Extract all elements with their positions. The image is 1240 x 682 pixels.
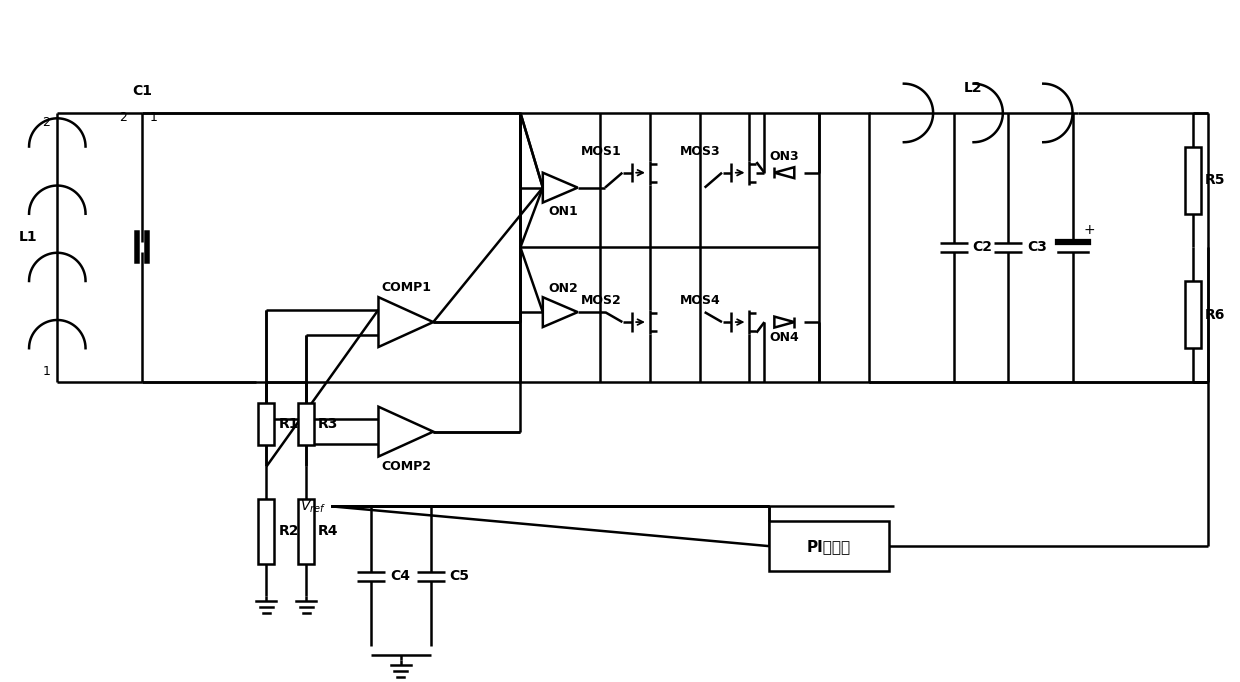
Bar xyxy=(1184,281,1200,349)
Bar xyxy=(299,403,314,445)
Text: 2: 2 xyxy=(119,111,126,124)
Text: ON4: ON4 xyxy=(770,331,800,344)
Text: C3: C3 xyxy=(1027,240,1048,254)
Text: R1: R1 xyxy=(279,417,299,431)
Polygon shape xyxy=(774,167,795,178)
Bar xyxy=(299,499,314,563)
Text: COMP2: COMP2 xyxy=(381,460,430,473)
Text: PI控制器: PI控制器 xyxy=(807,539,851,554)
Text: MOS4: MOS4 xyxy=(681,294,720,307)
Text: 1: 1 xyxy=(150,111,157,124)
Text: L1: L1 xyxy=(19,231,37,244)
Bar xyxy=(258,499,274,563)
Text: 2: 2 xyxy=(42,117,51,130)
Text: ON2: ON2 xyxy=(548,282,578,295)
Text: MOS1: MOS1 xyxy=(580,145,621,158)
Text: C5: C5 xyxy=(450,569,470,583)
Text: R6: R6 xyxy=(1204,308,1225,322)
Text: ON1: ON1 xyxy=(548,205,578,218)
Text: +: + xyxy=(1083,224,1095,237)
Bar xyxy=(769,521,889,571)
Text: C1: C1 xyxy=(131,84,153,98)
Text: R4: R4 xyxy=(319,524,339,538)
Bar xyxy=(521,113,869,382)
Polygon shape xyxy=(774,316,795,327)
Polygon shape xyxy=(378,406,433,456)
Text: $V_{ref}$: $V_{ref}$ xyxy=(300,498,326,514)
Text: 1: 1 xyxy=(42,366,51,379)
Text: COMP1: COMP1 xyxy=(381,281,430,294)
Polygon shape xyxy=(543,297,578,327)
Text: C2: C2 xyxy=(972,240,992,254)
Text: L2: L2 xyxy=(965,81,983,95)
Text: MOS2: MOS2 xyxy=(580,294,621,307)
Bar xyxy=(1184,147,1200,213)
Text: C4: C4 xyxy=(389,569,410,583)
Bar xyxy=(258,403,274,445)
Polygon shape xyxy=(378,297,433,347)
Text: MOS3: MOS3 xyxy=(681,145,720,158)
Text: ON3: ON3 xyxy=(770,150,799,163)
Text: R3: R3 xyxy=(319,417,339,431)
Text: R2: R2 xyxy=(279,524,299,538)
Text: R5: R5 xyxy=(1204,173,1225,187)
Polygon shape xyxy=(543,173,578,203)
